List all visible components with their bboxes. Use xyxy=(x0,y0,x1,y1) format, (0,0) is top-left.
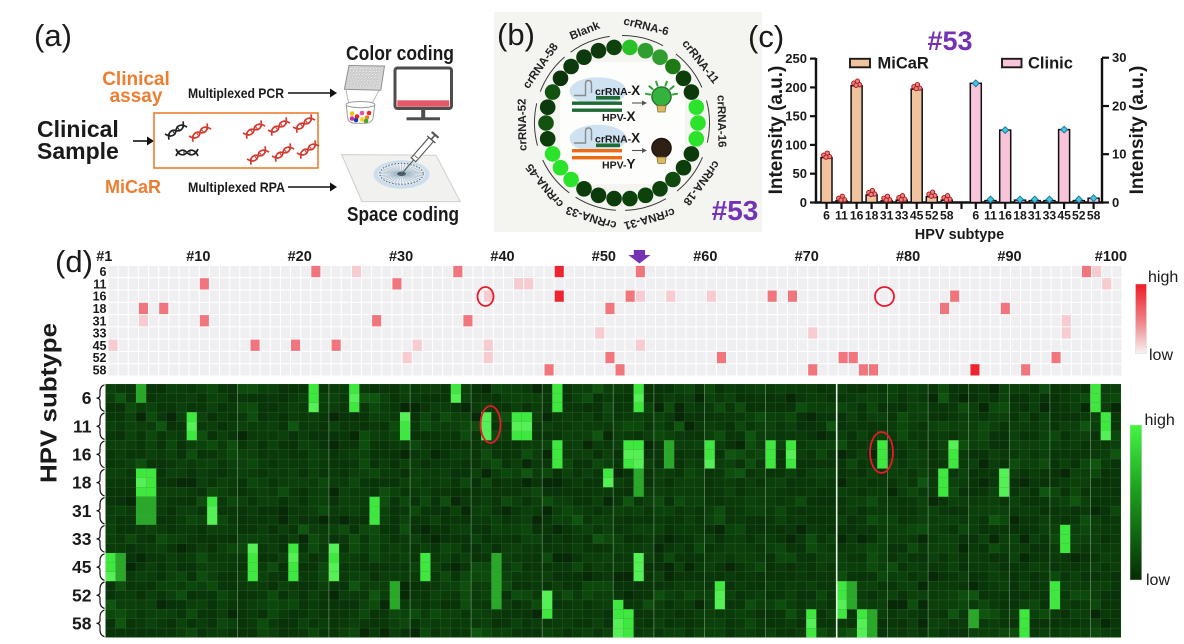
svg-text:Intensity (a.u.): Intensity (a.u.) xyxy=(1127,66,1148,195)
svg-text:#20: #20 xyxy=(288,249,312,265)
svg-text:Space coding: Space coding xyxy=(347,204,459,226)
svg-text:16: 16 xyxy=(850,209,864,223)
svg-text:10: 10 xyxy=(1112,147,1126,162)
svg-text:HPV subtype: HPV subtype xyxy=(915,227,1004,243)
svg-text:11: 11 xyxy=(984,209,997,223)
svg-text:18: 18 xyxy=(72,473,92,493)
svg-text:31: 31 xyxy=(880,209,894,223)
svg-text:58: 58 xyxy=(72,613,92,633)
svg-text:16: 16 xyxy=(72,444,92,464)
svg-text:#100: #100 xyxy=(1095,249,1127,265)
svg-text:Multiplexed RPA: Multiplexed RPA xyxy=(188,179,285,195)
svg-text:Color coding: Color coding xyxy=(346,43,454,65)
svg-text:16: 16 xyxy=(998,209,1012,223)
svg-text:33: 33 xyxy=(93,327,107,341)
svg-text:#70: #70 xyxy=(795,249,819,265)
svg-text:Multiplexed PCR: Multiplexed PCR xyxy=(188,85,284,101)
svg-text:20: 20 xyxy=(1112,99,1126,114)
svg-text:high: high xyxy=(1148,269,1178,286)
svg-text:high: high xyxy=(1145,412,1175,429)
svg-text:33: 33 xyxy=(895,209,909,223)
svg-text:45: 45 xyxy=(1057,209,1071,223)
svg-text:crRNA-X: crRNA-X xyxy=(595,83,640,98)
svg-text:0: 0 xyxy=(1112,195,1119,210)
svg-text:(c): (c) xyxy=(748,19,784,54)
svg-text:52: 52 xyxy=(93,351,107,365)
svg-text:Clinic: Clinic xyxy=(1028,54,1073,72)
svg-text:200: 200 xyxy=(785,80,807,95)
svg-text:MiCaR: MiCaR xyxy=(105,177,161,197)
svg-text:crRNA-X: crRNA-X xyxy=(595,131,640,146)
svg-text:52: 52 xyxy=(72,585,92,605)
svg-text:45: 45 xyxy=(93,339,107,353)
svg-text:33: 33 xyxy=(1043,209,1057,223)
svg-text:#1: #1 xyxy=(96,249,112,265)
svg-text:18: 18 xyxy=(865,209,879,223)
svg-text:45: 45 xyxy=(910,209,924,223)
svg-text:16: 16 xyxy=(93,290,107,304)
svg-text:6: 6 xyxy=(823,209,830,223)
svg-text:31: 31 xyxy=(72,501,92,521)
svg-text:#90: #90 xyxy=(997,249,1021,265)
svg-text:MiCaR: MiCaR xyxy=(878,54,929,72)
svg-text:58: 58 xyxy=(940,209,954,223)
svg-text:58: 58 xyxy=(93,364,107,378)
svg-text:Clinical: Clinical xyxy=(37,116,119,142)
svg-text:crRNA-16: crRNA-16 xyxy=(715,95,728,148)
svg-text:6: 6 xyxy=(972,209,979,223)
svg-text:Sample: Sample xyxy=(37,138,119,164)
svg-text:crRNA-52: crRNA-52 xyxy=(517,98,530,151)
svg-text:18: 18 xyxy=(93,302,107,316)
svg-text:(d): (d) xyxy=(55,244,93,279)
svg-text:58: 58 xyxy=(1087,209,1101,223)
svg-text:HPV-X: HPV-X xyxy=(602,109,636,124)
svg-text:low: low xyxy=(1149,347,1173,364)
svg-text:#10: #10 xyxy=(186,249,210,265)
svg-text:33: 33 xyxy=(72,529,92,549)
svg-text:31: 31 xyxy=(1028,209,1042,223)
svg-text:30: 30 xyxy=(1112,50,1126,65)
svg-text:#80: #80 xyxy=(896,249,920,265)
svg-text:100: 100 xyxy=(785,137,807,152)
svg-text:#40: #40 xyxy=(490,249,514,265)
svg-text:18: 18 xyxy=(1013,209,1027,223)
svg-text:150: 150 xyxy=(785,109,807,124)
svg-text:assay: assay xyxy=(110,86,163,107)
svg-text:31: 31 xyxy=(93,314,107,328)
svg-text:Clinical: Clinical xyxy=(102,69,170,90)
svg-text:#53: #53 xyxy=(927,26,972,56)
svg-text:HPV-Y: HPV-Y xyxy=(602,157,636,172)
svg-text:low: low xyxy=(1146,572,1170,589)
svg-text:52: 52 xyxy=(1072,209,1086,223)
svg-text:#60: #60 xyxy=(693,249,717,265)
svg-text:0: 0 xyxy=(800,195,807,210)
svg-text:HPV subtype: HPV subtype xyxy=(36,323,62,483)
svg-text:45: 45 xyxy=(72,557,92,577)
svg-text:250: 250 xyxy=(785,51,807,66)
svg-text:(b): (b) xyxy=(497,17,535,52)
svg-text:6: 6 xyxy=(100,265,107,279)
svg-text:11: 11 xyxy=(835,209,848,223)
svg-text:#50: #50 xyxy=(592,249,616,265)
svg-text:50: 50 xyxy=(793,166,807,181)
svg-text:52: 52 xyxy=(925,209,939,223)
svg-text:#53: #53 xyxy=(712,195,759,226)
svg-text:11: 11 xyxy=(93,277,106,291)
svg-text:#30: #30 xyxy=(389,249,413,265)
svg-text:6: 6 xyxy=(82,388,92,408)
svg-text:(a): (a) xyxy=(34,18,72,53)
svg-text:11: 11 xyxy=(73,416,92,436)
svg-text:Intensity (a.u.): Intensity (a.u.) xyxy=(766,66,787,195)
